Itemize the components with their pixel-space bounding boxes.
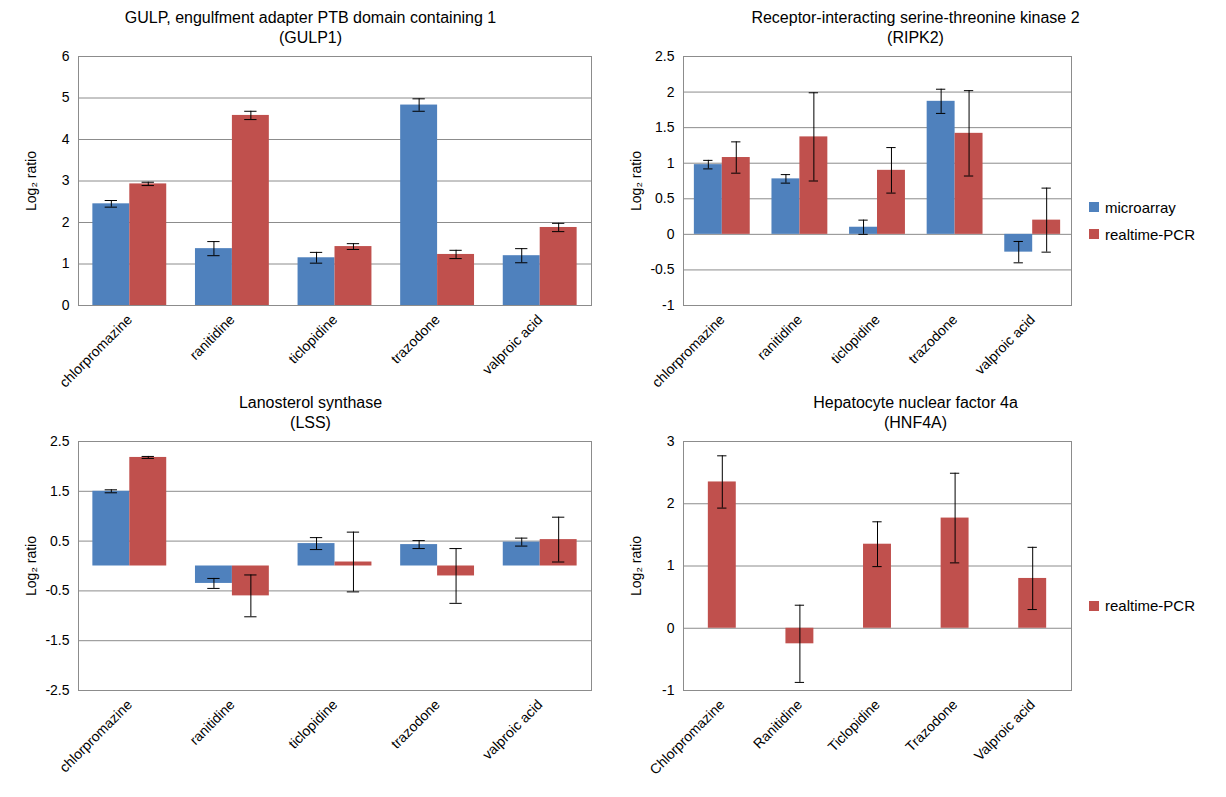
svg-text:-1: -1 — [662, 297, 675, 313]
svg-text:-2.5: -2.5 — [45, 682, 69, 698]
svg-text:0: 0 — [667, 226, 675, 242]
svg-text:2: 2 — [667, 495, 675, 511]
svg-text:valproic acid: valproic acid — [479, 311, 545, 377]
svg-text:ticlopidine: ticlopidine — [285, 696, 340, 751]
svg-text:Ranitidine: Ranitidine — [750, 696, 805, 751]
svg-text:ticlopidine: ticlopidine — [827, 311, 882, 366]
svg-text:2: 2 — [62, 214, 70, 230]
svg-text:chlorpromazine: chlorpromazine — [56, 696, 135, 775]
svg-text:ranitidine: ranitidine — [186, 696, 238, 748]
html-text:Receptor-interacting serine-th: Receptor-interacting serine-threonine ki… — [751, 9, 1080, 46]
svg-text:2.5: 2.5 — [50, 433, 70, 449]
svg-text:valproic acid: valproic acid — [972, 311, 1038, 377]
svg-text:0: 0 — [62, 297, 70, 313]
svg-text:1.5: 1.5 — [655, 119, 675, 135]
svg-text:Log₂ ratio: Log₂ ratio — [628, 151, 644, 211]
svg-text:-0.5: -0.5 — [45, 582, 69, 598]
svg-text:2: 2 — [667, 84, 675, 100]
svg-text:chlorpromazine: chlorpromazine — [56, 311, 135, 390]
svg-text:ranitidine: ranitidine — [754, 311, 806, 363]
svg-text:0.5: 0.5 — [655, 190, 675, 206]
svg-text:ticlopidine: ticlopidine — [285, 311, 340, 366]
svg-text:trazodone: trazodone — [905, 311, 960, 366]
svg-text:1: 1 — [667, 557, 675, 573]
html-text:realtime-PCR: realtime-PCR — [1105, 225, 1195, 243]
svg-text:3: 3 — [667, 433, 675, 449]
svg-text:chlorpromazine: chlorpromazine — [649, 311, 728, 390]
svg-text:2.5: 2.5 — [655, 48, 675, 64]
svg-text:Ticlopidine: Ticlopidine — [825, 696, 883, 754]
svg-text:0: 0 — [667, 620, 675, 636]
svg-text:3: 3 — [62, 172, 70, 188]
svg-text:Log₂ ratio: Log₂ ratio — [23, 536, 39, 596]
svg-text:Log₂ ratio: Log₂ ratio — [628, 536, 644, 596]
svg-text:Log₂ ratio: Log₂ ratio — [23, 151, 39, 211]
html-text:realtime-PCR: realtime-PCR — [1105, 597, 1195, 614]
svg-text:trazodone: trazodone — [388, 311, 443, 366]
html-text:microarray: microarray — [1105, 198, 1176, 216]
svg-text:-1.5: -1.5 — [45, 632, 69, 648]
svg-text:Valproic acid: Valproic acid — [971, 696, 1038, 763]
svg-text:6: 6 — [62, 48, 70, 64]
svg-text:Trazodone: Trazodone — [902, 696, 960, 754]
html-text:Lanosterol synthase (LSS): Lanosterol synthase (LSS) — [238, 394, 383, 431]
svg-text:1: 1 — [62, 255, 70, 271]
svg-text:-1: -1 — [662, 682, 675, 698]
html-text:Hepatocyte nuclear factor 4a (: Hepatocyte nuclear factor 4a (HNF4A) — [813, 394, 1018, 431]
svg-text:4: 4 — [62, 131, 70, 147]
svg-text:ranitidine: ranitidine — [186, 311, 238, 363]
svg-text:0.5: 0.5 — [50, 533, 70, 549]
svg-text:valproic acid: valproic acid — [479, 696, 545, 762]
svg-text:trazodone: trazodone — [388, 696, 443, 751]
svg-text:5: 5 — [62, 89, 70, 105]
svg-text:Chlorpromazine: Chlorpromazine — [646, 696, 727, 777]
svg-text:1.5: 1.5 — [50, 483, 70, 499]
html-text:GULP, engulfment adapter PTB d: GULP, engulfment adapter PTB domain cont… — [124, 9, 497, 46]
svg-text:1: 1 — [667, 155, 675, 171]
svg-text:-0.5: -0.5 — [650, 261, 674, 277]
